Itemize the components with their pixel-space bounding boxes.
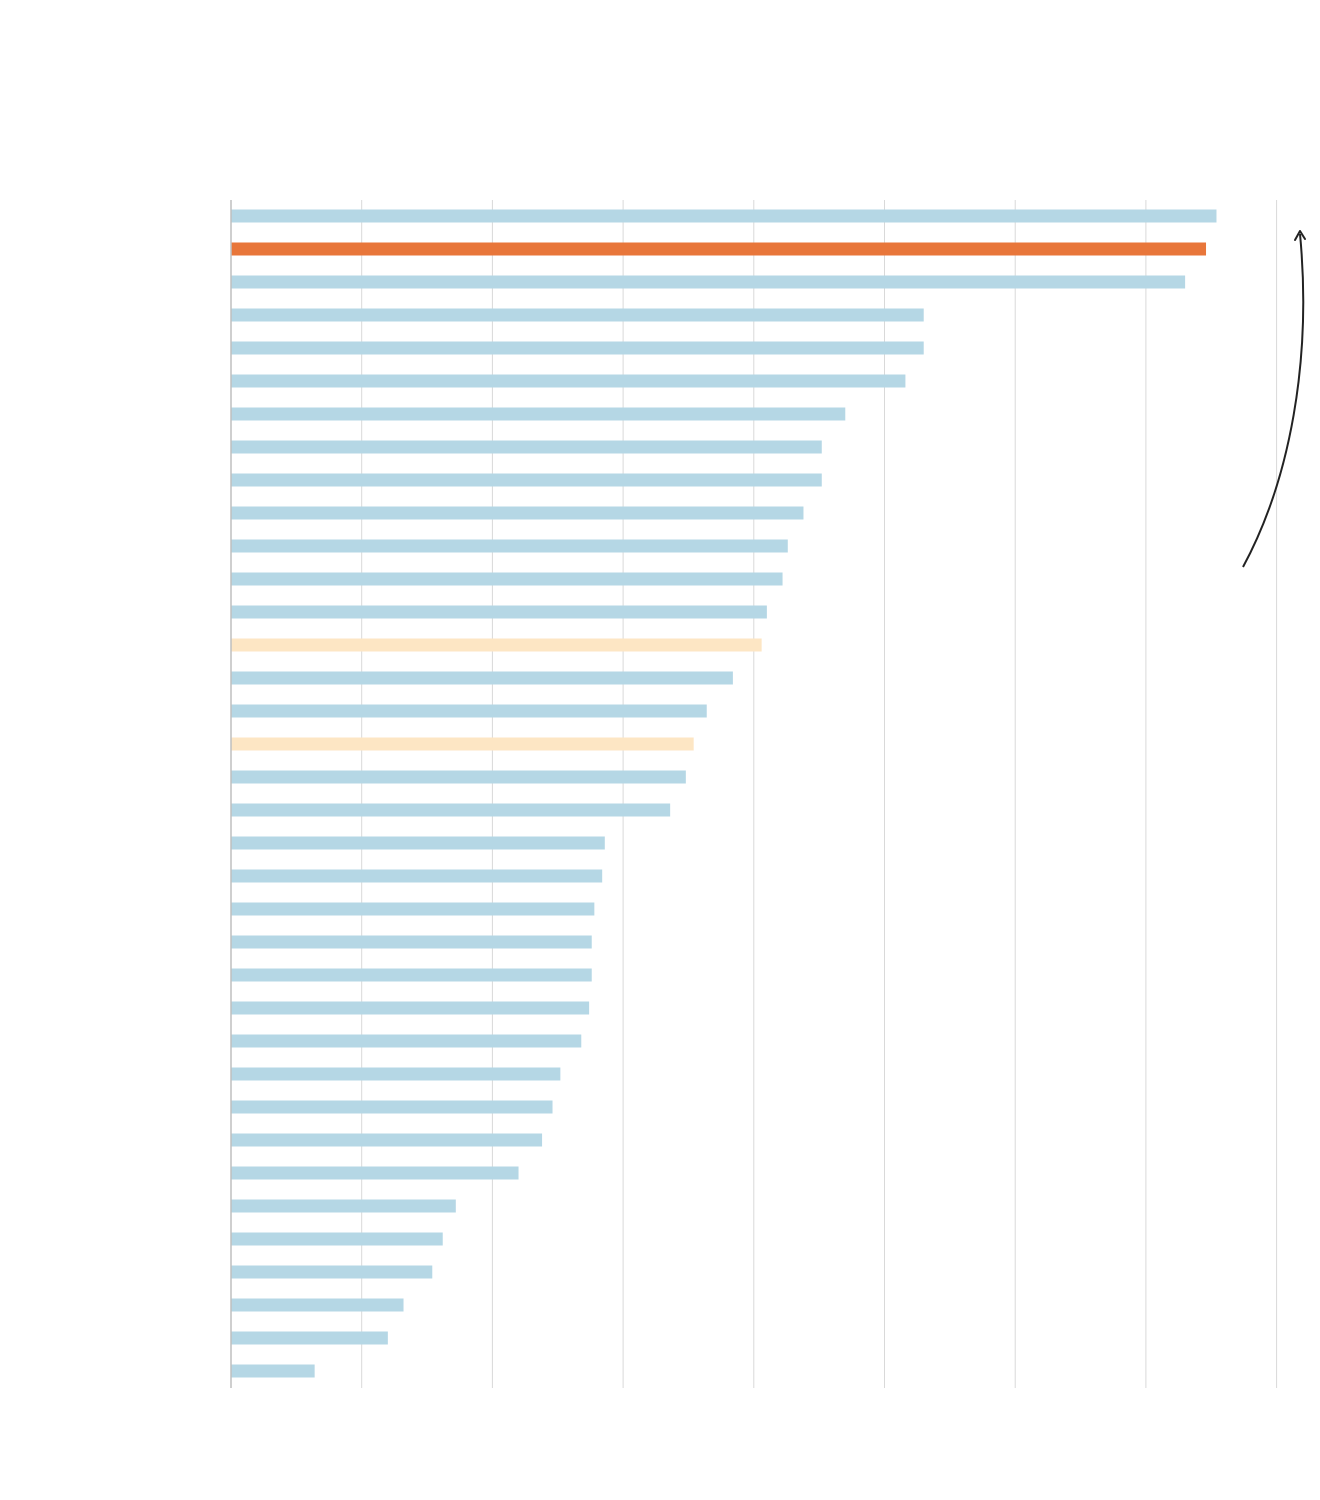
bar-33 (231, 1265, 433, 1279)
bar-20 (231, 836, 605, 850)
bar-21 (231, 869, 603, 883)
bar-27 (231, 1067, 561, 1081)
bar-7 (231, 407, 846, 421)
bar-15 (231, 671, 733, 685)
bar-24 (231, 968, 592, 982)
bar-10 (231, 506, 804, 520)
bar-4 (231, 308, 924, 322)
gridlines (361, 200, 1278, 1388)
bar-19 (231, 803, 671, 817)
bar-12 (231, 572, 783, 586)
bar-29 (231, 1133, 543, 1147)
bar-25 (231, 1001, 590, 1015)
bar-11 (231, 539, 788, 553)
bar-18 (231, 770, 686, 784)
bar-30 (231, 1166, 519, 1180)
bar-34 (231, 1298, 404, 1312)
bars (231, 209, 1217, 1378)
bar-6 (231, 374, 906, 388)
bar-8 (231, 440, 822, 454)
bar-1 (231, 209, 1217, 223)
bar-26 (231, 1034, 582, 1048)
bar-28 (231, 1100, 553, 1114)
bar-35 (231, 1331, 388, 1345)
arrow-shaft (1242, 233, 1305, 568)
bar-31 (231, 1199, 456, 1213)
bar-16 (231, 704, 707, 718)
bar-23 (231, 935, 592, 949)
arrow-head-icon (1294, 230, 1306, 241)
bar-13 (231, 605, 767, 619)
annotation-arrow (1242, 230, 1306, 568)
bar-14 (231, 638, 762, 652)
bar-2 (231, 242, 1207, 256)
bar-3 (231, 275, 1186, 289)
bar-32 (231, 1232, 443, 1246)
bar-22 (231, 902, 595, 916)
bar-36 (231, 1364, 315, 1378)
bar-5 (231, 341, 924, 355)
bar-17 (231, 737, 694, 751)
bar-9 (231, 473, 822, 487)
